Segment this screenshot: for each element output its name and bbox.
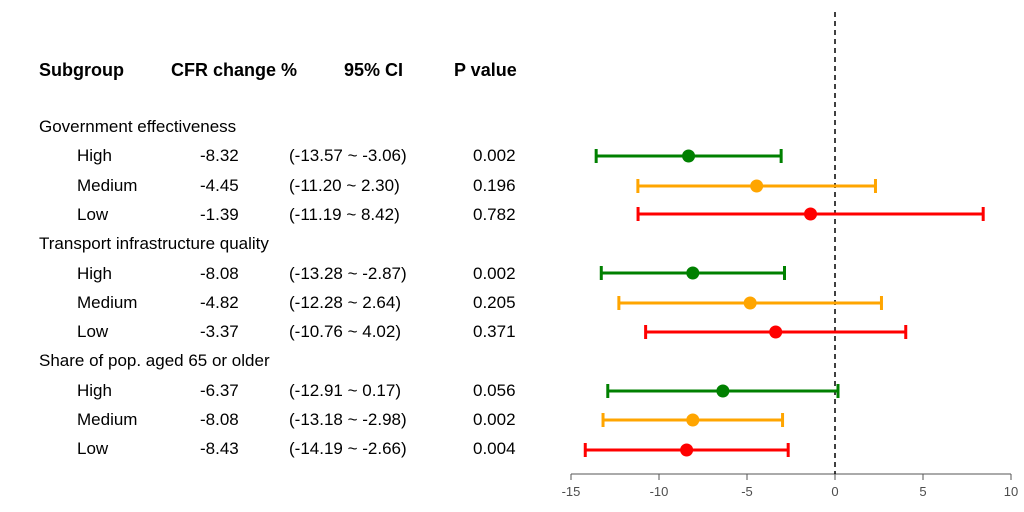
row-estimate: -8.08 [200, 264, 239, 283]
estimate-point [682, 149, 696, 163]
row-subgroup: Low [77, 322, 109, 341]
row-subgroup: Medium [77, 293, 138, 312]
row-subgroup: Low [77, 205, 109, 224]
row-p-value: 0.002 [473, 264, 516, 283]
estimate-point [743, 296, 757, 310]
x-tick-label: 5 [919, 484, 926, 499]
row-ci: (-11.20 ~ 2.30) [289, 176, 400, 195]
row-ci: (-13.18 ~ -2.98) [289, 410, 407, 429]
group-label: Transport infrastructure quality [39, 234, 269, 253]
row-estimate: -8.32 [200, 146, 239, 165]
row-p-value: 0.056 [473, 381, 516, 400]
row-p-value: 0.002 [473, 410, 516, 429]
header-p-value: P value [454, 60, 517, 80]
row-estimate: -4.82 [200, 293, 239, 312]
row-ci: (-12.28 ~ 2.64) [289, 293, 401, 312]
row-estimate: -6.37 [200, 381, 239, 400]
forest-table: Subgroup CFR change % 95% CI P value Gov… [39, 60, 517, 458]
row-subgroup: Medium [77, 410, 138, 429]
row-p-value: 0.782 [473, 205, 516, 224]
row-ci: (-13.28 ~ -2.87) [289, 264, 407, 283]
row-subgroup: High [77, 146, 112, 165]
group-label: Share of pop. aged 65 or older [39, 351, 270, 370]
row-p-value: 0.196 [473, 176, 516, 195]
x-tick-label: 10 [1004, 484, 1018, 499]
estimate-point [804, 207, 818, 221]
estimate-point [769, 325, 783, 339]
x-tick-label: -10 [650, 484, 669, 499]
row-subgroup: Medium [77, 176, 138, 195]
x-tick-label: 0 [831, 484, 838, 499]
row-p-value: 0.004 [473, 439, 516, 458]
group-label: Government effectiveness [39, 117, 237, 136]
row-estimate: -1.39 [200, 205, 239, 224]
row-estimate: -4.45 [200, 176, 239, 195]
row-estimate: -8.08 [200, 410, 239, 429]
header-ci: 95% CI [344, 60, 404, 80]
row-estimate: -8.43 [200, 439, 239, 458]
row-estimate: -3.37 [200, 322, 239, 341]
estimate-point [686, 413, 700, 427]
row-p-value: 0.205 [473, 293, 516, 312]
row-ci: (-14.19 ~ -2.66) [289, 439, 407, 458]
estimate-point [686, 266, 700, 280]
row-ci: (-12.91 ~ 0.17) [289, 381, 401, 400]
row-ci: (-13.57 ~ -3.06) [289, 146, 407, 165]
x-tick-label: -5 [741, 484, 753, 499]
row-subgroup: Low [77, 439, 109, 458]
row-subgroup: High [77, 264, 112, 283]
x-tick-label: -15 [562, 484, 581, 499]
estimate-point [750, 179, 764, 193]
header-subgroup: Subgroup [39, 60, 124, 80]
row-ci: (-10.76 ~ 4.02) [289, 322, 401, 341]
row-p-value: 0.002 [473, 146, 516, 165]
estimate-point [716, 384, 730, 398]
header-cfr-change: CFR change % [171, 60, 298, 80]
row-subgroup: High [77, 381, 112, 400]
row-p-value: 0.371 [473, 322, 516, 341]
row-ci: (-11.19 ~ 8.42) [289, 205, 400, 224]
estimate-point [680, 443, 694, 457]
